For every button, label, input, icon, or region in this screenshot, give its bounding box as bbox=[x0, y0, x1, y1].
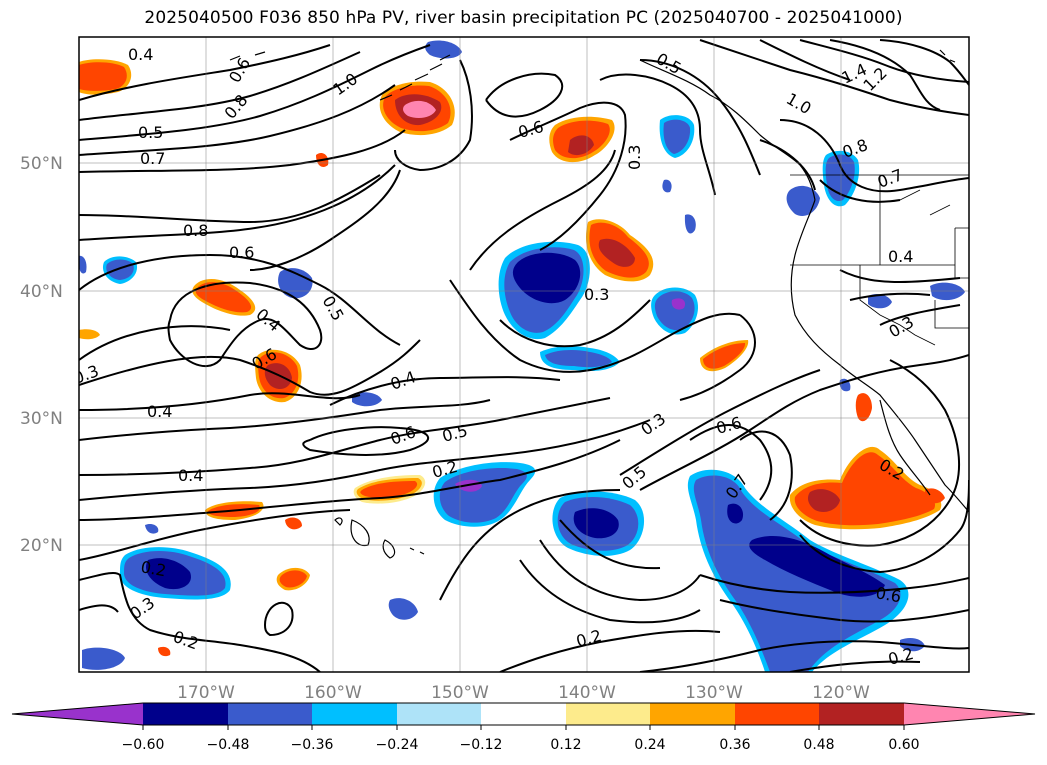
contour-label: 0.4 bbox=[128, 45, 153, 64]
colorbar-tick-label: 0.12 bbox=[550, 737, 581, 753]
latitude-labels: 50°N 40°N 30°N 20°N bbox=[20, 154, 63, 556]
contour-label: 0.4 bbox=[178, 466, 203, 485]
positive-anomaly-shading bbox=[79, 59, 945, 657]
political-borders bbox=[790, 174, 969, 346]
colorbar-segment bbox=[143, 703, 228, 725]
colorbar-tick-label: −0.12 bbox=[460, 737, 503, 753]
contour-label: 0.2 bbox=[139, 557, 167, 580]
lat-label-20n: 20°N bbox=[20, 536, 63, 556]
colorbar-extend-min bbox=[12, 703, 143, 725]
contour-label: 0.4 bbox=[147, 402, 172, 421]
colorbar-segment bbox=[228, 703, 312, 725]
lon-label-150w: 150°W bbox=[431, 683, 489, 703]
lon-label-140w: 140°W bbox=[558, 683, 616, 703]
colorbar-segment bbox=[397, 703, 481, 725]
colorbar-segment bbox=[481, 703, 566, 725]
contour-label: 0.3 bbox=[584, 285, 609, 304]
map-frame bbox=[78, 36, 970, 673]
colorbar-segment bbox=[312, 703, 397, 725]
colorbar-segment bbox=[650, 703, 735, 725]
lat-label-40n: 40°N bbox=[20, 282, 63, 302]
contour-label: 0.4 bbox=[888, 247, 913, 266]
lon-label-130w: 130°W bbox=[685, 683, 743, 703]
lat-label-30n: 30°N bbox=[20, 409, 63, 429]
colorbar-tick-label: 0.24 bbox=[634, 737, 665, 753]
colorbar-segment bbox=[566, 703, 650, 725]
lat-label-50n: 50°N bbox=[20, 154, 63, 174]
colorbar-tick-label: −0.24 bbox=[376, 737, 419, 753]
colorbar: −0.60 −0.48 −0.36 −0.24 −0.12 0.12 0.24 … bbox=[11, 702, 1036, 753]
contour-label: 0.5 bbox=[138, 123, 163, 142]
colorbar-tick-label: −0.48 bbox=[207, 737, 250, 753]
colorbar-tick-label: 0.48 bbox=[803, 737, 834, 753]
lon-label-120w: 120°W bbox=[812, 683, 870, 703]
lon-label-170w: 170°W bbox=[177, 683, 235, 703]
colorbar-tick-label: 0.60 bbox=[888, 737, 919, 753]
pv-contours bbox=[79, 39, 969, 672]
longitude-labels: 170°W 160°W 150°W 140°W 130°W 120°W bbox=[177, 683, 870, 703]
colorbar-extend-max bbox=[904, 703, 1035, 725]
contour-label: 0.6 bbox=[874, 583, 902, 606]
coastlines bbox=[229, 49, 969, 559]
lon-label-160w: 160°W bbox=[304, 683, 362, 703]
contour-label: 0.7 bbox=[140, 149, 165, 168]
colorbar-segment bbox=[735, 703, 819, 725]
colorbar-tick-label: 0.36 bbox=[719, 737, 750, 753]
colorbar-tick-label: −0.60 bbox=[122, 737, 165, 753]
map-title: 2025040500 F036 850 hPa PV, river basin … bbox=[144, 8, 903, 28]
colorbar-segment bbox=[819, 703, 904, 725]
colorbar-tick-label: −0.36 bbox=[291, 737, 334, 753]
contour-label: 0.3 bbox=[625, 145, 644, 170]
contour-label: 0.6 bbox=[229, 243, 254, 262]
graticule bbox=[79, 37, 969, 672]
contour-label: 0.8 bbox=[183, 221, 208, 240]
